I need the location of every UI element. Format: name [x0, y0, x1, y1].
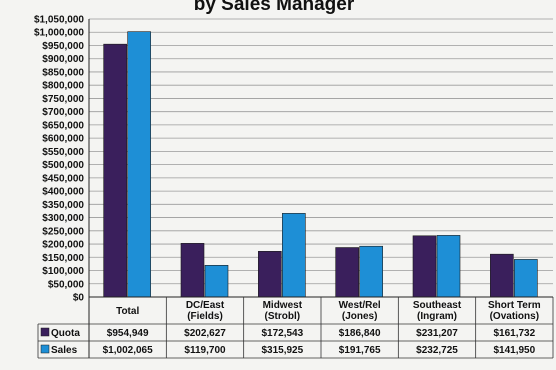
legend-label-sales: Sales: [51, 345, 78, 356]
bar-sales: [359, 245, 383, 298]
y-tick-label: $650,000: [42, 120, 84, 131]
bar-sales: [127, 31, 151, 298]
bar-sales: [204, 265, 229, 298]
table-cell-quota: $172,543: [261, 328, 303, 339]
category-label: (Fields): [187, 311, 223, 322]
y-tick-label: $600,000: [42, 134, 84, 145]
y-tick-label: $1,050,000: [34, 15, 84, 26]
legend-key-sales: [40, 344, 50, 354]
category-label: Southeast: [413, 300, 462, 311]
y-tick-label: $500,000: [42, 160, 84, 171]
data-table: Total DC/East(Fields) Midwest(Strobl) West/…: [37, 297, 554, 359]
y-tick-label: $150,000: [42, 253, 84, 264]
bar-quota: [490, 253, 514, 298]
bar-quota: [103, 43, 127, 298]
category-label: (Jones): [342, 311, 378, 322]
y-tick-label: $350,000: [42, 200, 84, 211]
table-cell-sales: $119,700: [184, 345, 226, 356]
legend-key-quota: [40, 327, 50, 337]
category-label: West/Rel: [339, 300, 381, 311]
category-label: (Strobl): [265, 311, 301, 322]
legend-label-quota: Quota: [51, 328, 80, 339]
table-cell-quota: $231,207: [416, 328, 458, 339]
table-cell-sales: $141,950: [493, 345, 535, 356]
y-tick-label: $950,000: [42, 41, 84, 52]
category-label: Total: [116, 306, 139, 317]
bar-quota: [180, 243, 205, 298]
category-label: (Ovations): [490, 311, 539, 322]
y-tick-label: $50,000: [48, 279, 85, 290]
bar-sales: [282, 213, 306, 298]
table-cell-quota: $161,732: [493, 328, 535, 339]
table-cell-quota: $186,840: [339, 328, 381, 339]
y-tick-label: $400,000: [42, 187, 84, 198]
table-cell-sales: $315,925: [261, 345, 303, 356]
table-cell-quota: $954,949: [107, 328, 149, 339]
table-cell-sales: $191,765: [339, 345, 381, 356]
y-tick-label: $450,000: [42, 173, 84, 184]
bar-sales: [514, 259, 538, 298]
y-tick-label: $300,000: [42, 213, 84, 224]
category-label: Midwest: [263, 300, 303, 311]
y-tick-label: $250,000: [42, 226, 84, 237]
bar-quota: [335, 247, 359, 298]
bar-quota: [258, 251, 282, 298]
bar-quota: [412, 235, 437, 298]
y-tick-label: $850,000: [42, 67, 84, 78]
y-tick-label: $900,000: [42, 54, 84, 65]
bars: [103, 31, 538, 298]
grid-lines: [89, 18, 553, 285]
y-tick-label: $0: [73, 293, 85, 304]
y-tick-label: $750,000: [42, 94, 84, 105]
y-tick-label: $800,000: [42, 81, 84, 92]
y-tick-label: $200,000: [42, 240, 84, 251]
table-cell-sales: $1,002,065: [103, 345, 153, 356]
y-tick-label: $700,000: [42, 107, 84, 118]
chart-title: by Sales Manager: [194, 0, 355, 15]
y-tick-label: $1,000,000: [34, 28, 84, 39]
y-tick-label: $550,000: [42, 147, 84, 158]
y-axis-ticks: $0 $50,000 $100,000 $150,000 $200,000 $250,00…: [34, 15, 84, 304]
table-cell-quota: $202,627: [184, 328, 226, 339]
category-label: DC/East: [186, 300, 225, 311]
bar-sales: [436, 235, 461, 298]
category-label: Short Term: [488, 300, 541, 311]
category-label: (Ingram): [417, 311, 457, 322]
y-tick-label: $100,000: [42, 266, 84, 277]
table-cell-sales: $232,725: [416, 345, 458, 356]
